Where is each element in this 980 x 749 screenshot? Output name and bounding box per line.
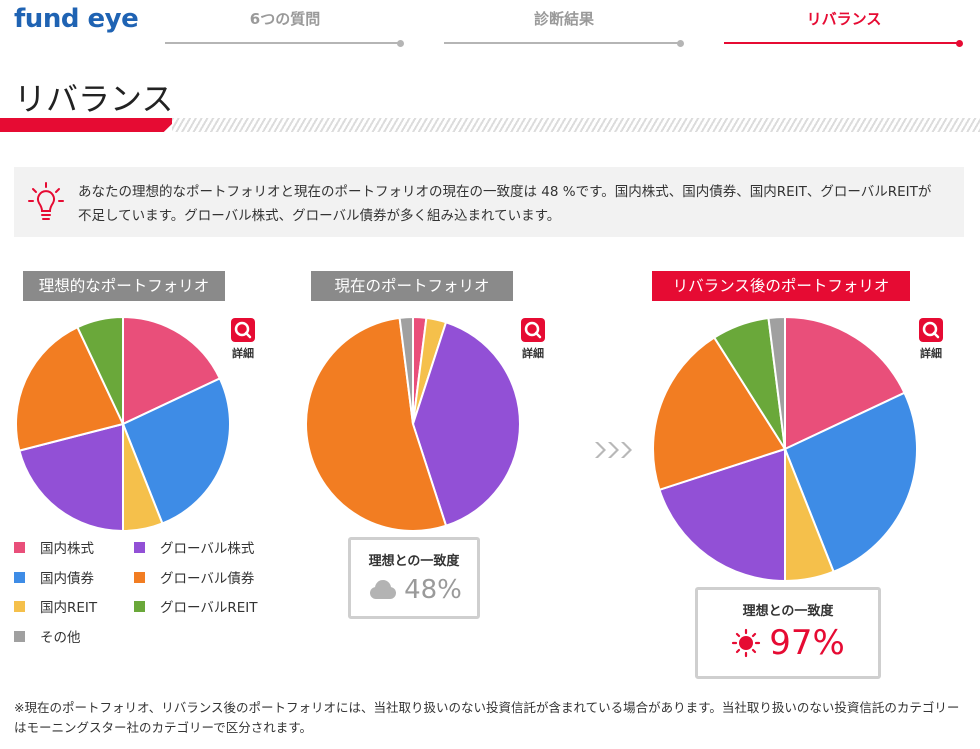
step-questions-line xyxy=(165,42,400,44)
match-title: 理想との一致度 xyxy=(368,554,460,569)
ideal-portfolio-label: 理想的なポートフォリオ xyxy=(23,271,225,301)
step-rebalance-dot xyxy=(956,39,963,47)
legend-swatch xyxy=(134,541,145,553)
footnote: ※現在のポートフォリオ、リバランス後のポートフォリオには、当社取り扱いのない投資… xyxy=(14,700,960,735)
pie-slice-その他 xyxy=(767,315,786,450)
detail-label: 詳細 xyxy=(522,347,544,360)
pie-slice-国内株式 xyxy=(784,315,906,451)
legend-item: 国内株式 xyxy=(14,537,94,557)
legend-label: その他 xyxy=(40,630,81,646)
step-rebalance-line xyxy=(724,42,959,44)
legend-item: その他 xyxy=(14,626,81,646)
step-results-line xyxy=(444,42,680,44)
diagnosis-message: あなたの理想的なポートフォリオと現在のポートフォリオの現在の一致度は 48 %で… xyxy=(78,184,932,224)
legend-item: 国内債券 xyxy=(14,567,94,587)
rebalanced-detail-button[interactable]: 詳細 xyxy=(916,318,946,361)
legend-swatch xyxy=(14,541,25,553)
match-value: 97% xyxy=(769,623,845,663)
current-detail-button[interactable]: 詳細 xyxy=(518,318,548,361)
legend-swatch xyxy=(134,571,145,583)
legend-swatch xyxy=(14,630,25,642)
legend-label: 国内REIT xyxy=(40,600,98,616)
legend-label: 国内債券 xyxy=(40,571,94,587)
legend-item: グローバル株式 xyxy=(134,537,254,557)
sun-icon xyxy=(732,628,761,658)
cloud-icon xyxy=(370,580,397,599)
legend-swatch xyxy=(134,600,145,612)
search-icon xyxy=(919,318,943,342)
pie-slice-グローバル株式 xyxy=(411,320,521,528)
legend-item: 国内REIT xyxy=(14,596,97,616)
pie-slice-グローバル債券 xyxy=(15,325,125,452)
step-questions-dot xyxy=(397,39,404,47)
logo-text-eye: eye xyxy=(87,4,139,34)
title-underline xyxy=(0,118,178,132)
step-results[interactable]: 診断結果 xyxy=(533,10,594,28)
pie-slice-国内株式 xyxy=(122,315,222,426)
legend-label: 国内株式 xyxy=(40,541,94,557)
pie-slice-グローバル株式 xyxy=(18,422,124,533)
current-match-box: 理想との一致度 48% xyxy=(348,537,480,619)
legend-swatch xyxy=(14,600,25,612)
step-rebalance[interactable]: リバランス xyxy=(806,10,882,28)
match-value: 48% xyxy=(404,575,462,605)
pie-slice-グローバル債券 xyxy=(305,316,448,532)
match-title: 理想との一致度 xyxy=(742,604,834,619)
pie-slice-グローバル債券 xyxy=(652,336,787,492)
diagnosis-message-box xyxy=(14,167,964,237)
chevrons-right-icon xyxy=(595,442,632,458)
step-questions[interactable]: 6つの質問 xyxy=(249,10,321,28)
pie-slice-国内債券 xyxy=(121,377,231,525)
legend-item: グローバル債券 xyxy=(134,567,254,587)
search-icon xyxy=(231,318,255,342)
search-icon xyxy=(521,318,545,342)
ideal-detail-button[interactable]: 詳細 xyxy=(228,318,258,361)
rebalanced-match-box: 理想との一致度 97% xyxy=(695,587,881,679)
legend-label: グローバル債券 xyxy=(160,571,255,587)
rebalanced-portfolio-label: リバランス後のポートフォリオ xyxy=(652,271,910,301)
title-stripe xyxy=(172,118,980,132)
pie-slice-国内債券 xyxy=(783,391,918,574)
legend-swatch xyxy=(14,571,25,583)
detail-label: 詳細 xyxy=(232,347,254,360)
pie-slice-グローバル株式 xyxy=(658,447,786,583)
ideal-portfolio-pie xyxy=(15,315,231,533)
detail-label: 詳細 xyxy=(920,347,942,360)
step-results-dot xyxy=(677,39,684,47)
rebalanced-portfolio-pie xyxy=(652,315,918,583)
logo-text-fund: fund xyxy=(14,4,79,34)
legend-item: グローバルREIT xyxy=(134,596,258,616)
page-title: リバランス xyxy=(14,80,174,118)
legend-label: グローバル株式 xyxy=(160,541,255,557)
pie-slice-その他 xyxy=(398,315,414,425)
legend-label: グローバルREIT xyxy=(160,600,258,616)
lightbulb-icon xyxy=(28,182,64,220)
current-portfolio-pie xyxy=(305,315,521,532)
current-portfolio-label: 現在のポートフォリオ xyxy=(311,271,513,301)
fund-eye-logo[interactable]: fund eye xyxy=(14,4,139,34)
pie-slice-グローバルREIT xyxy=(76,315,124,425)
